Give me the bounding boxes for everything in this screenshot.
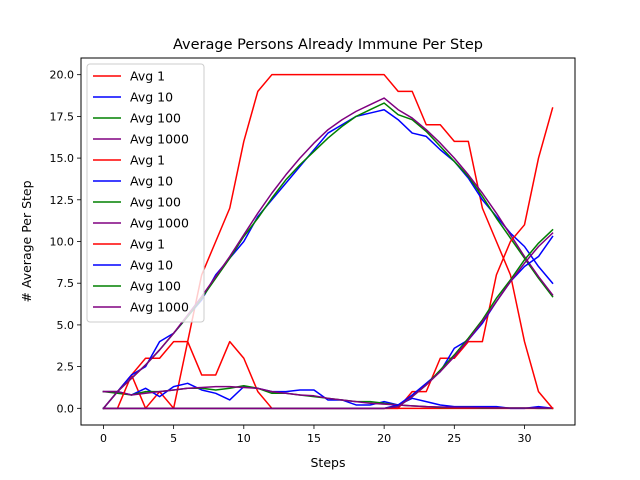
series-line-11 bbox=[102, 232, 554, 410]
x-tick-label: 5 bbox=[170, 432, 177, 445]
series-line-1 bbox=[102, 382, 554, 410]
y-tick-label: 10.0 bbox=[50, 236, 75, 249]
y-tick-label: 7.5 bbox=[57, 277, 75, 290]
legend-label: Avg 10 bbox=[130, 258, 173, 273]
series-line-3 bbox=[102, 385, 554, 409]
legend-label: Avg 100 bbox=[130, 195, 181, 210]
y-tick-label: 0.0 bbox=[57, 402, 75, 415]
legend-label: Avg 100 bbox=[130, 279, 181, 294]
x-tick-label: 0 bbox=[100, 432, 107, 445]
y-tick-label: 12.5 bbox=[50, 194, 75, 207]
legend-box bbox=[86, 63, 205, 323]
axes: 0 5 10 15 20 25 30 0.0 2.5 5.0 7.5 10.0 12.5 15.0 17.5… bbox=[50, 69, 532, 445]
legend-label: Avg 1000 bbox=[130, 300, 189, 315]
y-tick-label: 20.0 bbox=[50, 69, 75, 82]
y-tick-label: 2.5 bbox=[57, 361, 75, 374]
x-tick-label: 25 bbox=[447, 432, 461, 445]
y-tick-label: 15.0 bbox=[50, 152, 75, 165]
x-tick-label: 15 bbox=[307, 432, 321, 445]
legend-label: Avg 1000 bbox=[130, 216, 189, 231]
legend-label: Avg 1 bbox=[130, 69, 165, 84]
x-tick-label: 10 bbox=[237, 432, 251, 445]
legend-label: Avg 1 bbox=[130, 237, 165, 252]
legend-label: Avg 1000 bbox=[130, 132, 189, 147]
chart-title: Average Persons Already Immune Per Step bbox=[173, 37, 483, 53]
legend-label: Avg 100 bbox=[130, 111, 181, 126]
legend-label: Avg 10 bbox=[130, 174, 173, 189]
x-tick-label: 30 bbox=[517, 432, 531, 445]
legend-label: Avg 1 bbox=[130, 153, 165, 168]
x-axis-label: Steps bbox=[311, 455, 346, 470]
y-tick-label: 17.5 bbox=[50, 110, 75, 123]
x-tick-label: 20 bbox=[377, 432, 391, 445]
series-line-7 bbox=[102, 97, 554, 410]
plot-area bbox=[102, 73, 554, 410]
y-tick-label: 5.0 bbox=[57, 319, 75, 332]
legend-label: Avg 10 bbox=[130, 90, 173, 105]
legend: Avg 1 Avg 10 Avg 100 Avg 1000 Avg 1 Avg 10 Avg… bbox=[86, 63, 205, 323]
y-axis-label: # Average Per Step bbox=[19, 180, 34, 302]
